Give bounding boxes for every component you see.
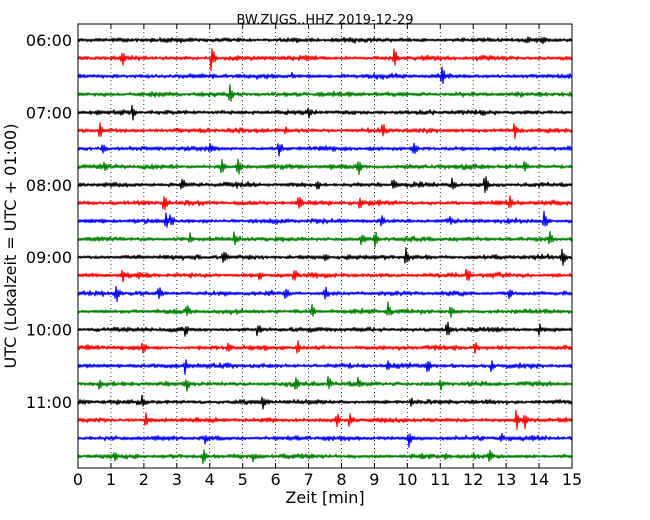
y-axis-label: UTC (Lokalzeit = UTC + 01:00) (1, 124, 20, 369)
y-tick-label: 07:00 (26, 103, 72, 122)
x-tick-label: 3 (172, 470, 182, 489)
x-tick-label: 6 (271, 470, 281, 489)
trace-0600 (77, 36, 573, 45)
x-tick-label: 14 (529, 470, 549, 489)
trace-0930 (77, 285, 573, 303)
trace-1045 (77, 375, 573, 392)
trace-0900 (77, 247, 573, 266)
trace-0945 (77, 301, 573, 318)
x-tick-label: 10 (397, 470, 417, 489)
trace-0615 (77, 48, 573, 71)
x-tick-label: 2 (139, 470, 149, 489)
x-axis-ticks: 0 1 2 3 4 5 6 7 8 9 10 11 12 13 14 15 (73, 24, 582, 489)
trace-1130 (77, 432, 573, 448)
trace-1100 (77, 394, 573, 410)
x-tick-label: 7 (303, 470, 313, 489)
trace-0715 (77, 122, 573, 140)
trace-1115 (77, 409, 573, 430)
seismogram-traces (77, 36, 573, 465)
chart-title: BW.ZUGS..HHZ 2019-12-29 (236, 13, 413, 28)
trace-0815 (77, 195, 573, 211)
x-tick-label: 4 (205, 470, 215, 489)
trace-1030 (77, 359, 573, 375)
y-tick-label: 10:00 (26, 321, 72, 340)
trace-1000 (77, 321, 573, 337)
x-tick-label: 12 (463, 470, 483, 489)
x-tick-label: 15 (562, 470, 582, 489)
trace-0630 (77, 66, 573, 85)
trace-0845 (77, 231, 573, 248)
x-tick-label: 13 (496, 470, 516, 489)
x-tick-label: 9 (369, 470, 379, 489)
y-tick-label: 09:00 (26, 248, 72, 267)
trace-1145 (77, 449, 573, 465)
x-tick-label: 11 (430, 470, 450, 489)
trace-0645 (77, 84, 573, 102)
trace-0800 (77, 176, 573, 193)
trace-1015 (77, 340, 573, 354)
x-axis-label: Zeit [min] (285, 488, 364, 507)
y-axis-ticks: 06:00 07:00 08:00 09:00 10:00 11:00 (26, 31, 572, 412)
y-tick-label: 11:00 (26, 393, 72, 412)
trace-0915 (77, 268, 573, 283)
trace-0830 (77, 210, 573, 228)
y-tick-label: 06:00 (26, 31, 72, 50)
x-tick-label: 8 (336, 470, 346, 489)
x-tick-label: 0 (73, 470, 83, 489)
trace-0745 (77, 158, 573, 176)
x-tick-label: 5 (238, 470, 248, 489)
y-tick-label: 08:00 (26, 176, 72, 195)
plot-frame (77, 23, 573, 469)
trace-0700 (77, 104, 573, 121)
x-tick-label: 1 (106, 470, 116, 489)
trace-0730 (77, 142, 573, 157)
